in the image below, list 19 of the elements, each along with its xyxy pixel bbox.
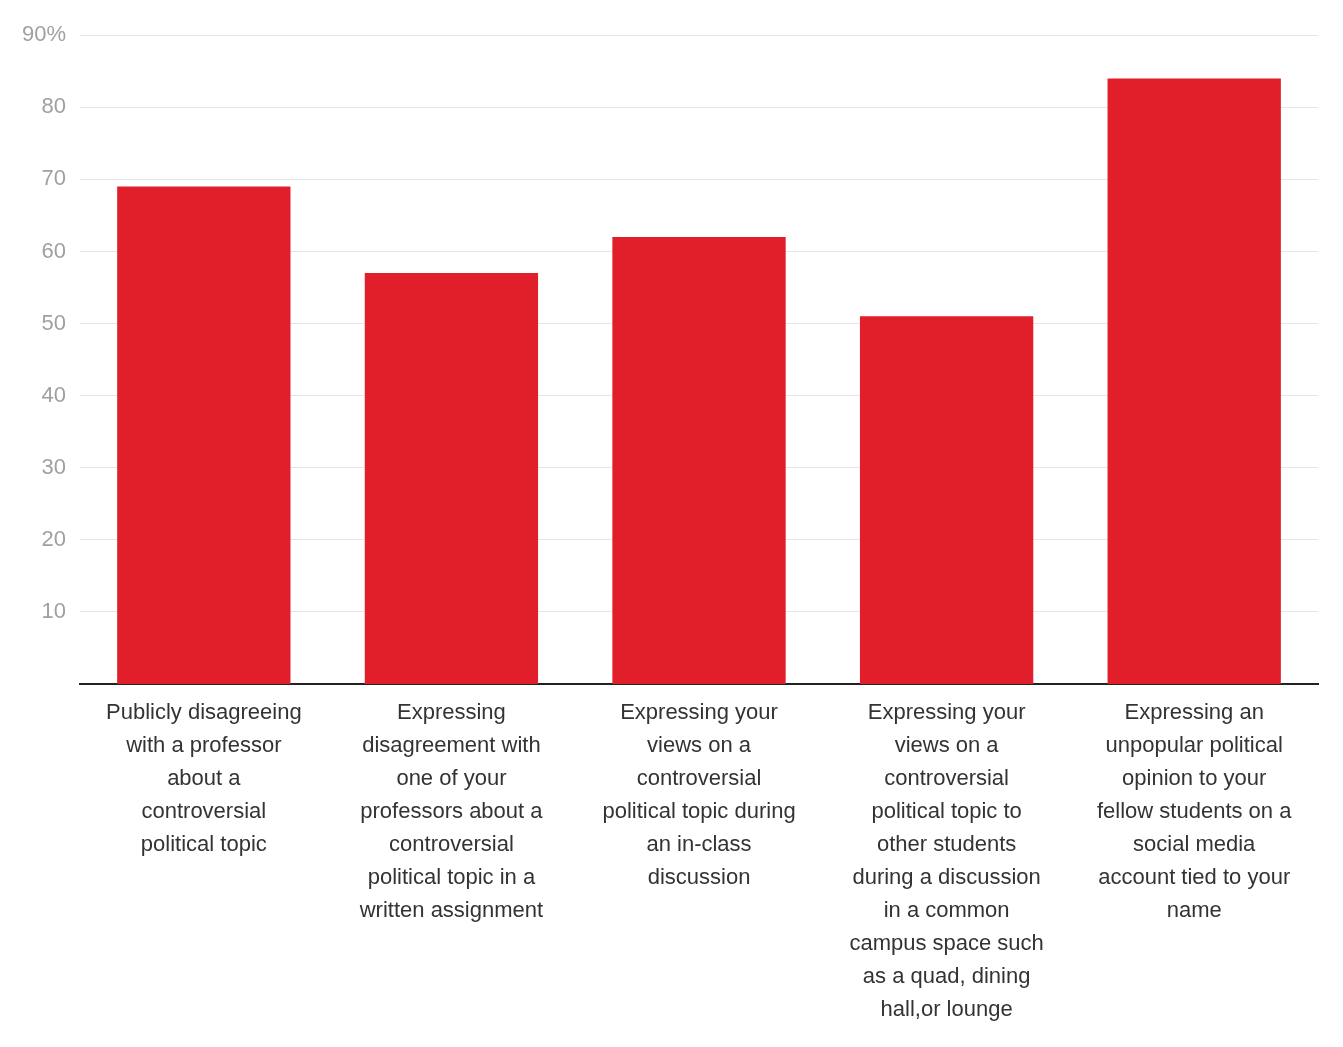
y-tick-label: 80 [41,93,67,119]
y-tick-label: 40 [41,381,67,407]
bar [1107,78,1281,684]
x-tick-label: Expressing your views on a controversial political topic during an in-class discussion [602,698,796,889]
bar [612,237,786,684]
y-tick-label: 30 [41,453,67,479]
y-tick-label: 20 [41,525,67,551]
category-label: Expressing your views on a controversial political topic to other students during a discussion in a common campus space such as a quad, dining hall,or lounge [849,698,1044,1021]
bar [859,316,1034,684]
y-tick-label: 70 [41,165,67,191]
bar [117,186,291,684]
y-tick-label: 10 [41,597,67,623]
y-tick-label: 50 [41,309,67,335]
y-tick-label: 90% [21,21,67,47]
bar [364,273,539,684]
x-tick-label: Expressing an unpopular political opinion to your fellow students on a social media account tied to your name [1096,698,1293,922]
y-tick-label: 60 [41,237,67,263]
x-tick-label: Expressing disagreement with one of your professors about a controversial political topic in a written assignment [358,698,544,922]
x-tick-label: Publicly disagreeing with a professor about a controversial political topic [105,698,302,856]
